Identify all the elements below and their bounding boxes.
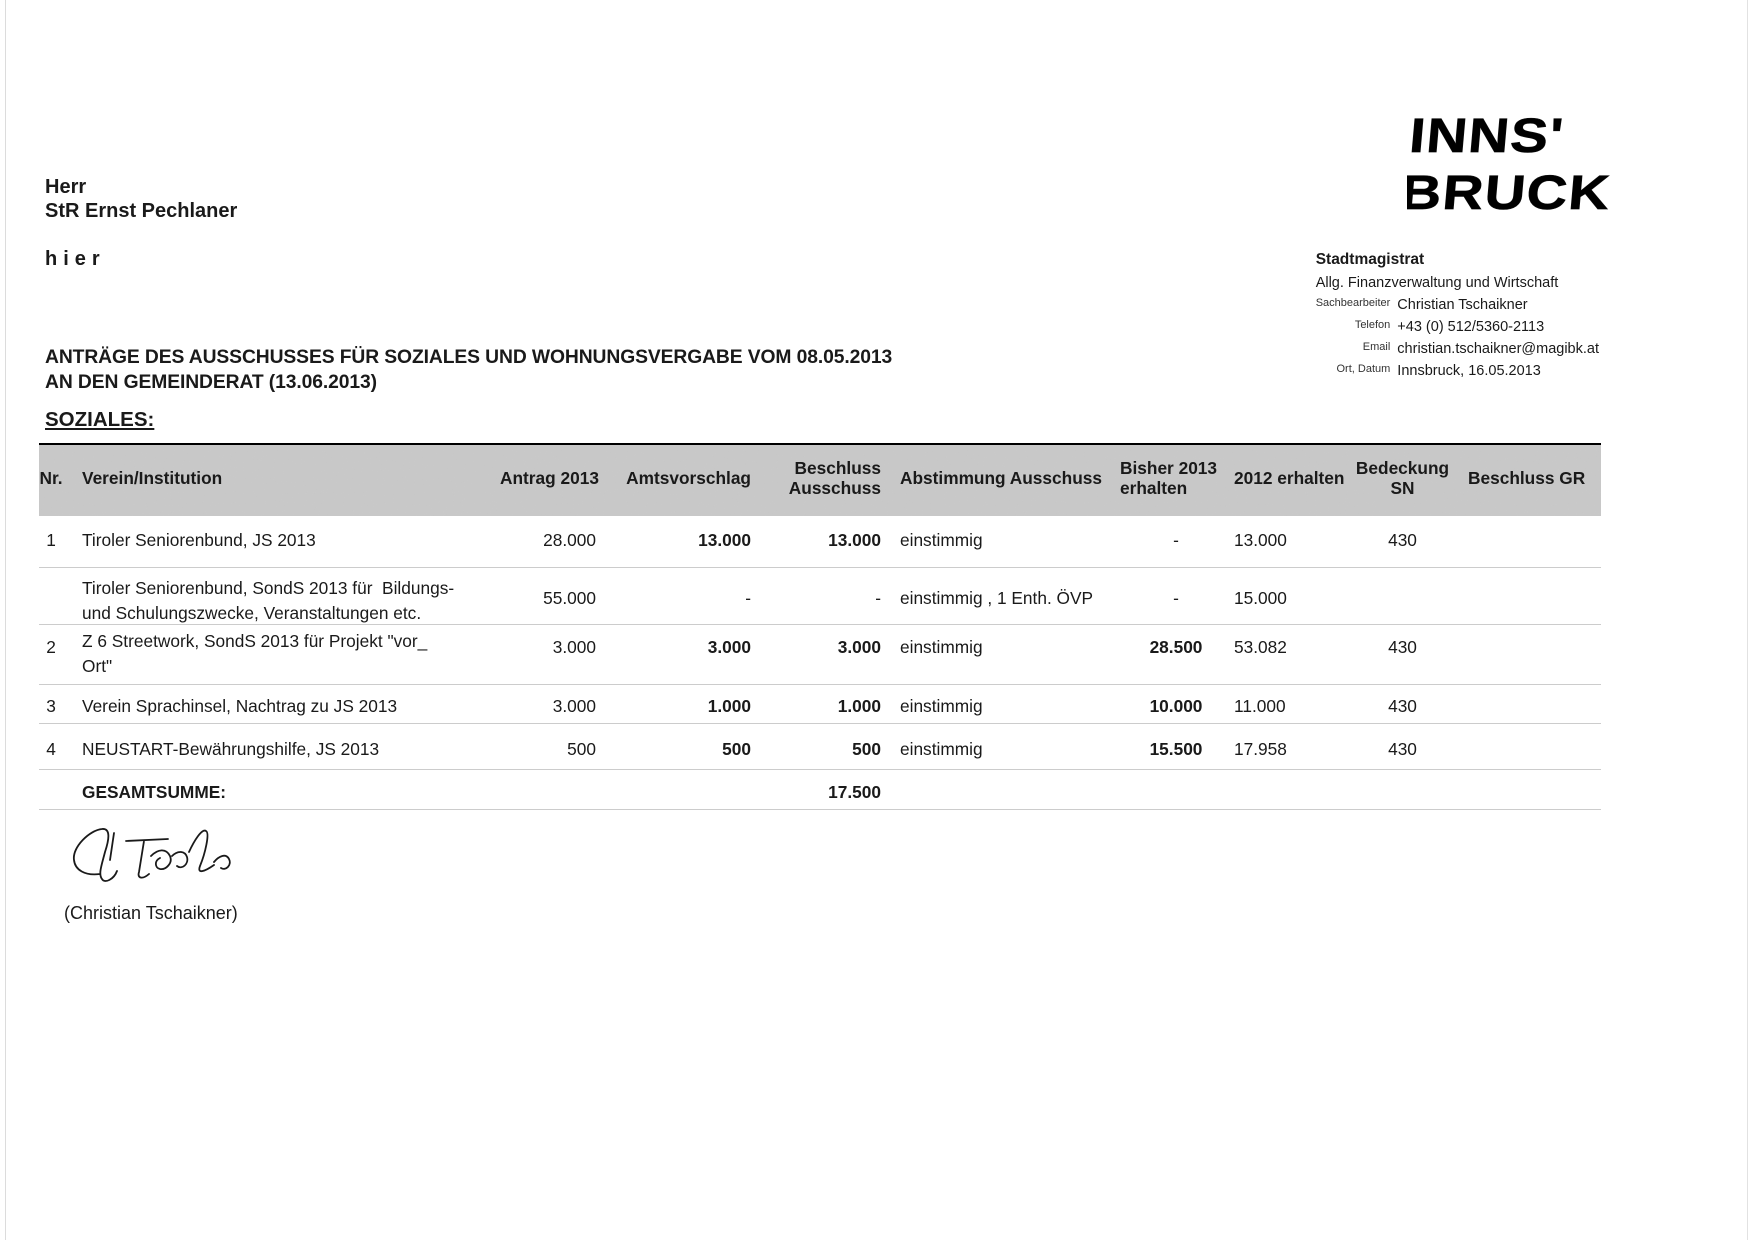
svg-text:BRUCK: BRUCK [1407,166,1613,213]
svg-text:INNS': INNS' [1407,109,1566,163]
